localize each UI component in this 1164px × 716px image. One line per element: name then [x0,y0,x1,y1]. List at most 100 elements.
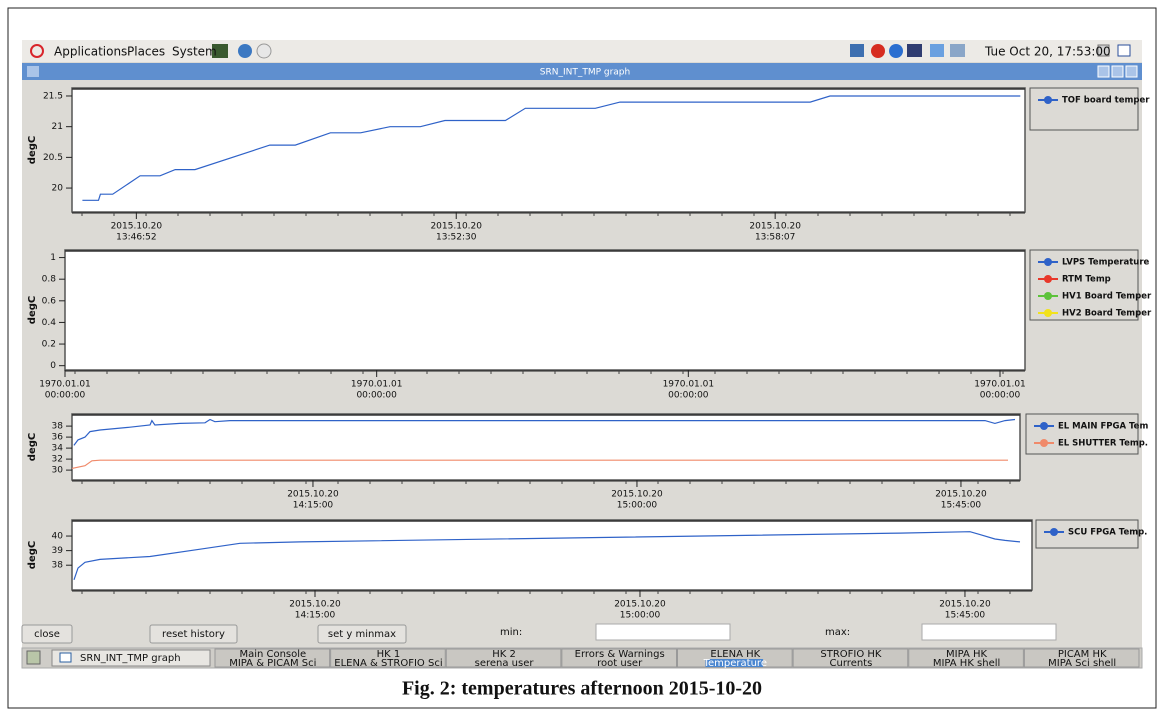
set-y-button-label[interactable]: set y minmax [328,629,396,640]
logo-icon [30,44,44,58]
tab-subtitle[interactable]: MIPA HK shell [933,658,1001,669]
plot-area [64,249,1026,371]
menu-item[interactable]: Applications [54,45,127,59]
show-desktop-icon[interactable] [1117,44,1131,57]
legend-label: LVPS Temperature [1062,258,1150,268]
tab-title[interactable]: STROFIO HK [820,649,882,660]
data-line [73,418,1016,446]
tab[interactable] [1023,648,1140,668]
x-tick-label: 14:15:00 [293,501,334,511]
legend-box [1029,87,1139,131]
globe-icon [238,44,252,58]
window-menu-icon[interactable] [27,66,39,77]
tab-title[interactable]: MIPA HK [946,649,988,660]
legend-label: SCU FPGA Temp. [1068,528,1147,538]
reset-history-button[interactable] [149,624,238,644]
tab[interactable] [908,648,1024,668]
tab-subtitle[interactable]: Currents [830,658,873,669]
tab[interactable] [330,648,446,668]
menu-item[interactable]: System [172,45,217,59]
x-tick-label: 15:00:00 [617,501,658,511]
tab-subtitle[interactable]: MIPA & PICAM Sci [229,658,316,669]
x-tick-label: 00:00:00 [668,391,709,401]
x-tick-label: 1970.01.01 [39,380,91,390]
min-input[interactable] [595,623,731,641]
tab-title[interactable]: HK 2 [492,649,516,660]
maximize-button[interactable] [1111,65,1124,78]
mail-icon [256,43,272,59]
volume-icon[interactable] [1097,44,1110,57]
y-tick-label: 34 [52,444,64,454]
close-button[interactable] [21,624,73,644]
tab[interactable] [792,648,909,668]
tray-icon [850,44,864,57]
plot-area [71,519,1033,591]
tab-title[interactable]: PICAM HK [1058,649,1107,660]
legend-marker [1044,96,1052,104]
legend-label: TOF board temper [1062,96,1150,106]
y-tick-label: 0.8 [42,275,57,285]
min-label: min: [500,627,522,638]
tab-subtitle[interactable]: Temperature [703,658,767,669]
legend-marker [1040,422,1048,430]
tab-subtitle[interactable]: root user [597,658,643,669]
legend-label: RTM Temp [1062,275,1111,285]
window-titlebar [22,63,1142,80]
x-tick-label: 1970.01.01 [974,380,1026,390]
menu-item[interactable]: Places [127,45,165,59]
y-tick-label: 0.6 [42,296,57,306]
legend-label: EL SHUTTER Temp. [1058,439,1148,449]
x-tick-label: 00:00:00 [980,391,1021,401]
y-tick-label: 0.4 [42,318,57,328]
y-axis-label: degC [27,296,38,324]
tab-subtitle[interactable]: ELENA & STROFIO Sci [334,658,442,669]
x-tick-label: 15:45:00 [941,501,982,511]
set-y-button[interactable] [317,624,407,644]
reset-history-button-label[interactable]: reset history [162,629,225,640]
tab[interactable] [561,648,677,668]
legend-label: HV1 Board Temper [1062,292,1152,302]
close-window-button[interactable] [1125,65,1138,78]
y-tick-label: 0.2 [42,340,56,350]
desktop-icon[interactable] [26,650,41,665]
x-tick-label: 15:45:00 [945,611,986,621]
x-tick-label: 13:58:07 [755,233,795,243]
tab-title[interactable]: ELENA HK [710,649,760,660]
clock: Tue Oct 20, 17:53:00 [984,45,1111,59]
y-tick-label: 32 [52,455,63,465]
y-tick-label: 0 [50,361,56,371]
window-title: SRN_INT_TMP graph [540,68,630,78]
tab-active [705,659,764,667]
tab-title[interactable]: HK 1 [377,649,401,660]
data-line [73,531,1021,580]
window-button[interactable] [51,649,211,667]
window-button-label[interactable]: SRN_INT_TMP graph [80,653,181,664]
x-tick-label: 00:00:00 [356,391,397,401]
window-button-icon [59,652,72,663]
y-axis-label: degC [27,433,38,461]
tab-subtitle[interactable]: MIPA Sci shell [1048,658,1116,669]
x-tick-label: 2015.10.20 [614,600,666,610]
tab-title[interactable]: Main Console [239,649,306,660]
tab-subtitle[interactable]: serena user [475,658,535,669]
monitor-icon [212,44,228,58]
x-tick-label: 13:52:30 [436,233,477,243]
tab[interactable] [214,648,331,668]
data-line [71,459,1008,469]
minimize-button[interactable] [1097,65,1110,78]
x-tick-label: 13:46:52 [116,233,156,243]
y-tick-label: 38 [52,561,64,571]
legend-box [1025,413,1139,455]
legend-marker [1044,292,1052,300]
close-button-label[interactable]: close [34,629,60,640]
caption: Fig. 2: temperatures afternoon 2015-10-2… [402,678,762,700]
tab-title[interactable]: Errors & Warnings [575,649,665,660]
x-tick-label: 2015.10.20 [749,222,801,232]
x-tick-label: 2015.10.20 [430,222,482,232]
y-tick-label: 20.5 [43,153,63,163]
tab[interactable] [445,648,562,668]
tray-icon [907,44,922,57]
max-input[interactable] [921,623,1057,641]
x-tick-label: 1970.01.01 [351,380,403,390]
